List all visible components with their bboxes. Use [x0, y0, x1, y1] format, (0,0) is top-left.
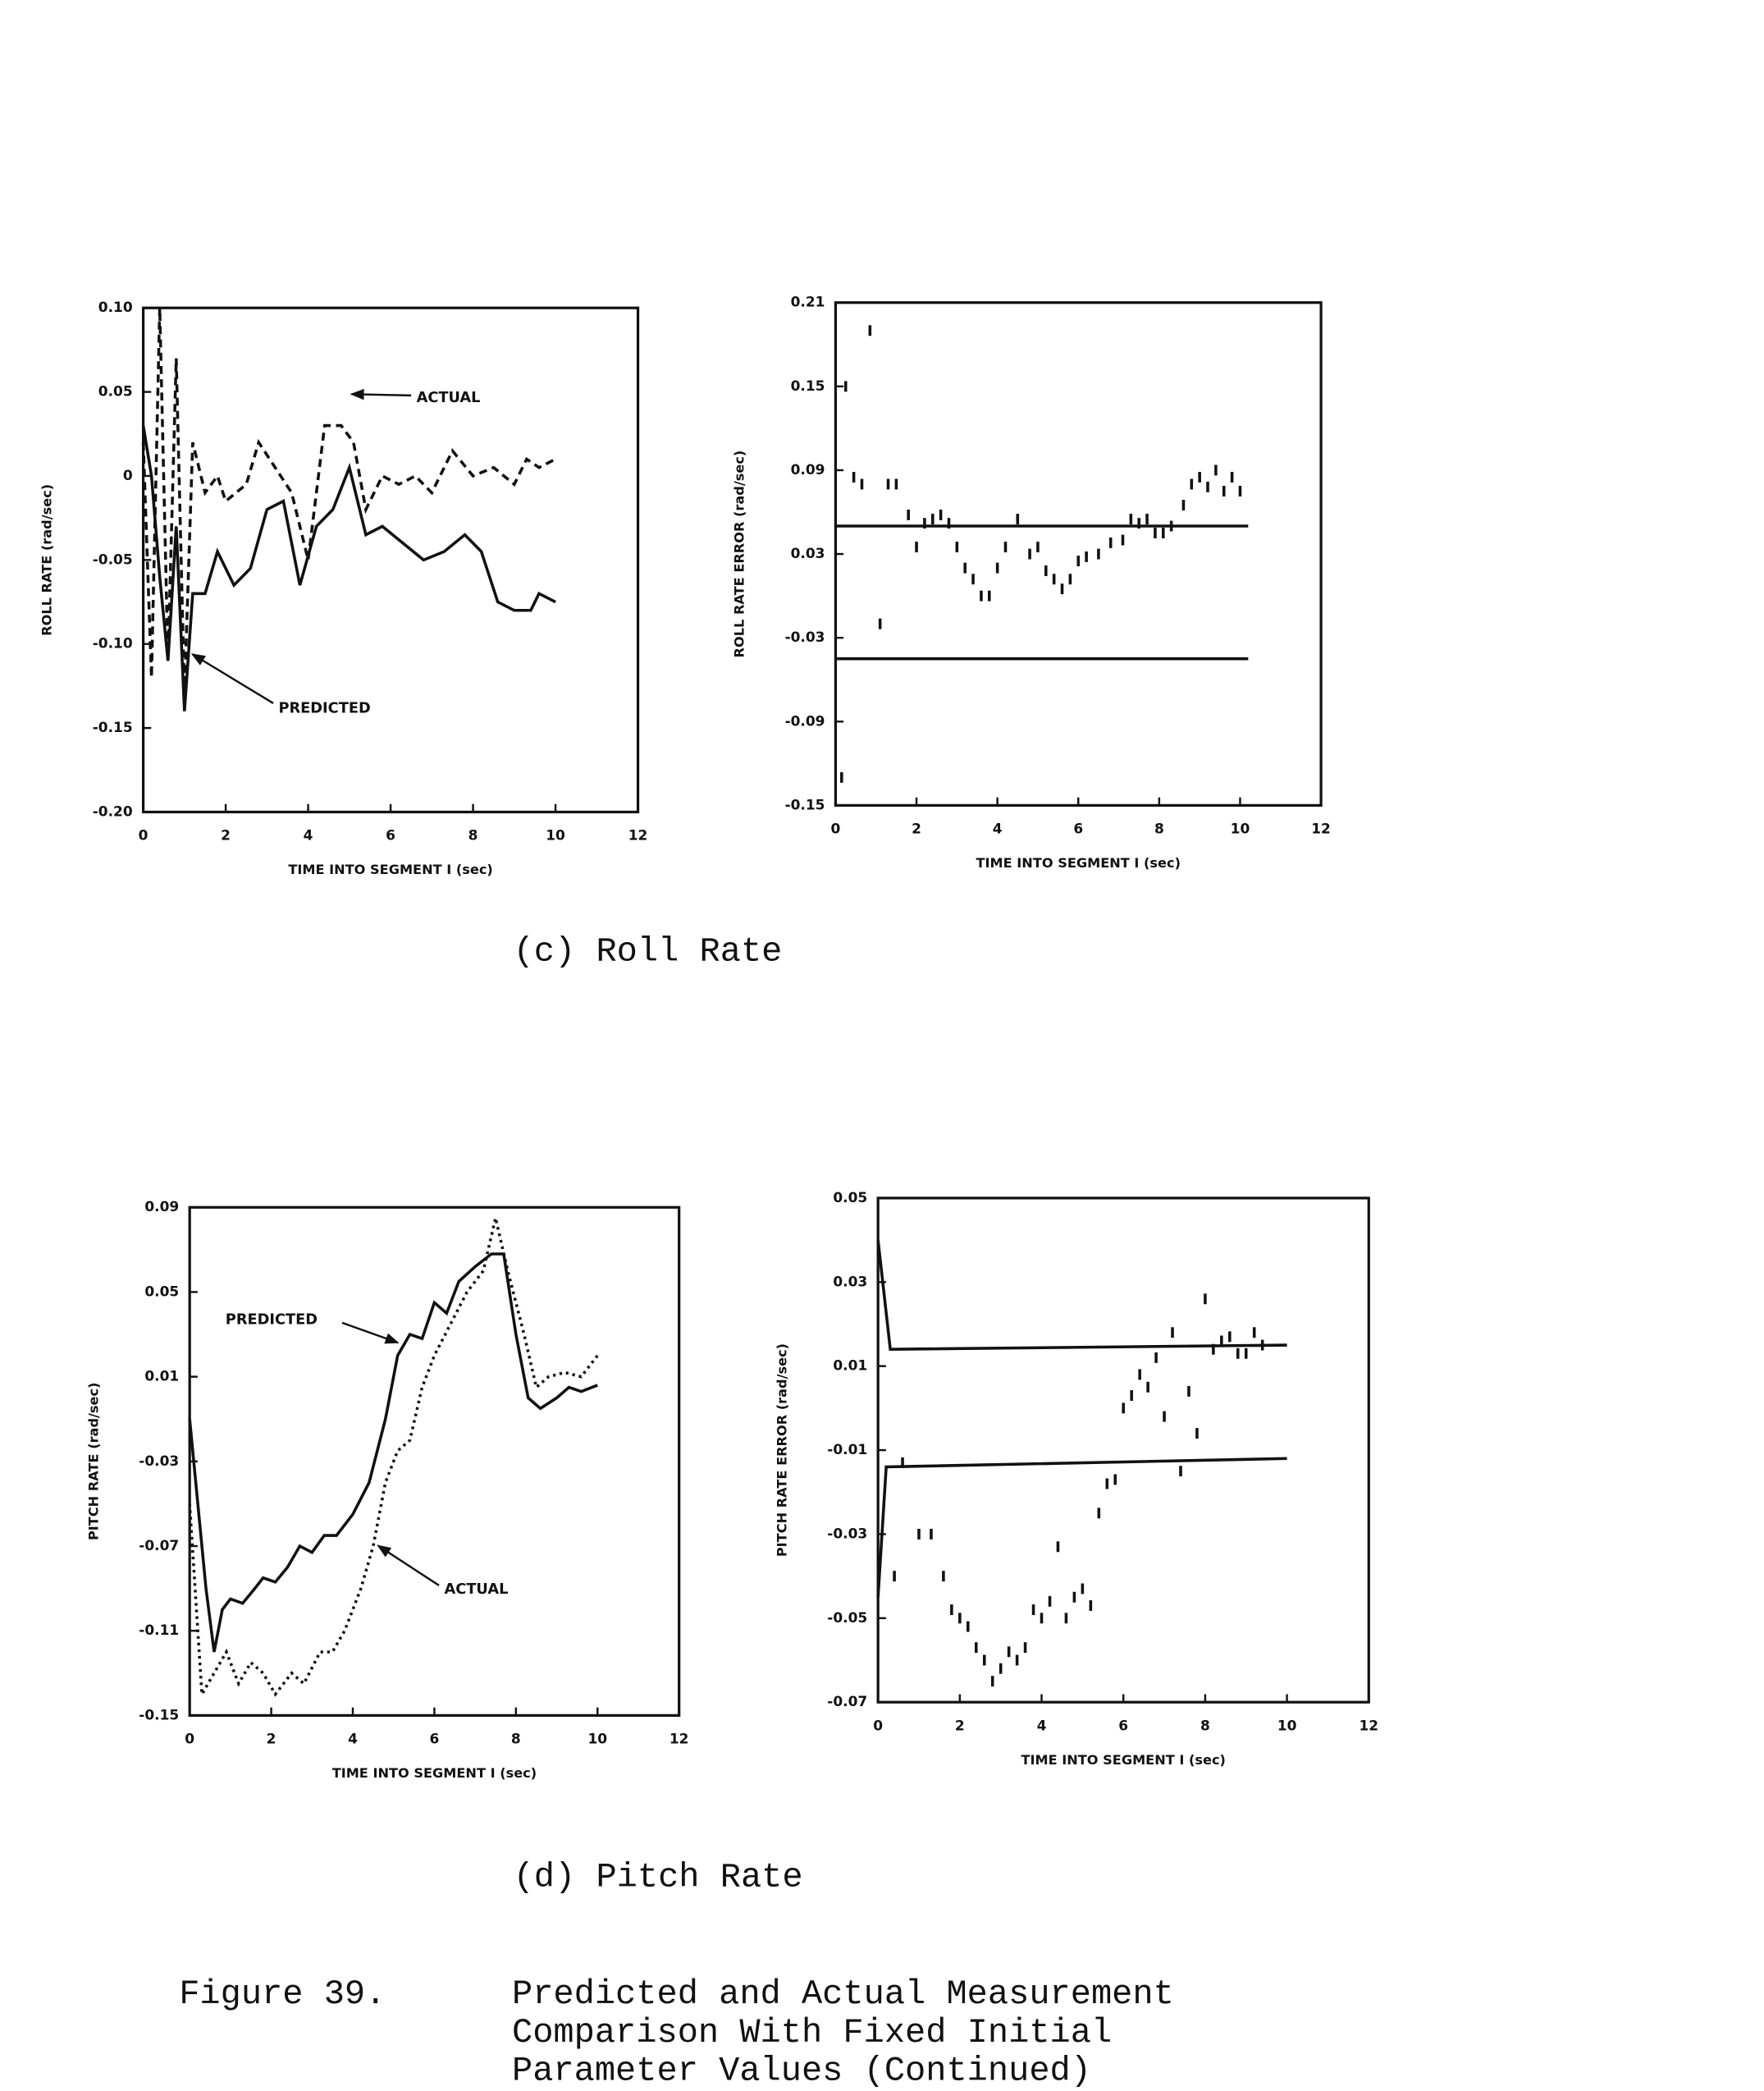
x-tick-label: 10: [587, 1731, 607, 1747]
x-axis-label: TIME INTO SEGMENT I (sec): [332, 1765, 537, 1781]
y-tick-label: 0.10: [98, 300, 133, 316]
chart: 0.05 0.03 0.01 -0.01 -0.03 -0.05 -0.07 0 2 4 6 8 10 1…: [774, 1190, 1378, 1768]
x-axis-label: TIME INTO SEGMENT I (sec): [976, 855, 1181, 871]
chart: 0.21 0.15 0.09 0.03 -0.03 -0.09 -0.15 0 2 4 6 8 10 12…: [732, 295, 1331, 871]
data-line: [188, 1217, 599, 1700]
y-tick-label: -0.15: [785, 797, 825, 813]
x-tick-label: 10: [1231, 821, 1250, 838]
x-axis-label: TIME INTO SEGMENT I (sec): [288, 862, 492, 877]
y-tick-label: 0.05: [144, 1283, 179, 1300]
y-tick-label: 0: [123, 468, 133, 484]
chart: 0.10 0.05 0 -0.05 -0.10 -0.15 -0.20 0 2 4 6 8 10 12 TI…: [39, 300, 648, 877]
y-tick-label: -0.15: [93, 720, 133, 736]
caption: (d) Pitch Rate: [514, 1858, 803, 1897]
x-tick-label: 2: [912, 821, 921, 838]
series-annotation: PREDICTED: [226, 1311, 318, 1329]
y-tick-label: 0.01: [833, 1358, 867, 1375]
data-line: [141, 425, 556, 711]
plot-frame: [876, 1196, 1370, 1704]
x-tick-label: 2: [955, 1718, 965, 1734]
x-tick-label: 6: [386, 828, 395, 844]
x-tick-label: 8: [1154, 821, 1164, 838]
x-tick-label: 4: [348, 1731, 358, 1747]
plot-frame: [188, 1206, 681, 1717]
y-tick-label: -0.05: [93, 551, 133, 568]
x-tick-label: 12: [669, 1731, 689, 1747]
y-tick-label: 0.09: [791, 462, 825, 478]
y-tick-label: -0.11: [139, 1622, 179, 1639]
y-tick-label: 0.05: [833, 1190, 867, 1206]
figure-caption-line: Predicted and Actual Measurement: [512, 1974, 1174, 2014]
y-axis-label: PITCH RATE (rad/sec): [85, 1383, 101, 1541]
y-tick-label: 0.03: [833, 1274, 867, 1290]
x-tick-label: 2: [221, 828, 231, 844]
figure-caption-line: Parameter Values (Continued): [512, 2052, 1091, 2091]
x-tick-label: 8: [468, 828, 478, 844]
x-tick-label: 4: [304, 828, 313, 844]
x-tick-label: 0: [831, 821, 841, 838]
caption: (c) Roll Rate: [514, 931, 783, 971]
x-tick-label: 6: [1073, 821, 1083, 838]
x-tick-label: 6: [430, 1731, 440, 1747]
data-line: [141, 308, 556, 695]
x-tick-label: 10: [1277, 1718, 1297, 1734]
y-tick-label: 0.03: [791, 546, 825, 562]
x-tick-label: 12: [1311, 821, 1331, 838]
x-tick-label: 0: [185, 1731, 194, 1747]
error-bound: [876, 1239, 1287, 1351]
y-tick-label: -0.09: [785, 713, 825, 730]
annotation-arrow: [190, 653, 274, 704]
y-axis-label: ROLL RATE (rad/sec): [39, 484, 55, 636]
y-tick-label: 0.21: [791, 295, 825, 311]
y-tick-label: 0.01: [144, 1369, 179, 1385]
x-tick-label: 0: [873, 1718, 883, 1734]
x-tick-label: 4: [1037, 1718, 1047, 1734]
plot-frame: [834, 301, 1323, 808]
chart: 0.09 0.05 0.01 -0.03 -0.07 -0.11 -0.15 0 2 4 6 8 10 1…: [85, 1199, 688, 1781]
x-tick-label: 6: [1118, 1718, 1128, 1734]
x-tick-label: 0: [139, 828, 149, 844]
y-tick-label: -0.07: [827, 1694, 867, 1710]
x-tick-label: 12: [1359, 1718, 1378, 1734]
data-line: [188, 1252, 598, 1653]
x-tick-label: 2: [267, 1731, 276, 1747]
error-bound: [876, 1457, 1287, 1598]
x-tick-label: 8: [511, 1731, 521, 1747]
y-tick-label: -0.10: [93, 636, 133, 652]
y-tick-label: -0.01: [827, 1442, 867, 1458]
figure-caption-line: Comparison With Fixed Initial: [512, 2013, 1112, 2052]
annotation-arrow: [341, 1321, 400, 1344]
series-annotation: PREDICTED: [278, 699, 370, 716]
figure-label: Figure 39.: [179, 1974, 386, 2014]
plot-frame: [141, 306, 640, 814]
x-tick-label: 4: [993, 821, 1003, 838]
series-annotation: ACTUAL: [417, 389, 481, 406]
annotation-arrow: [377, 1544, 440, 1586]
x-axis-label: TIME INTO SEGMENT I (sec): [1021, 1752, 1225, 1768]
y-axis-label: PITCH RATE ERROR (rad/sec): [774, 1343, 789, 1557]
x-tick-label: 10: [546, 828, 565, 844]
y-axis-label: ROLL RATE ERROR (rad/sec): [732, 451, 747, 658]
x-tick-label: 8: [1200, 1718, 1210, 1734]
y-tick-label: 0.15: [791, 378, 825, 395]
y-tick-label: -0.03: [785, 629, 825, 646]
y-tick-label: -0.15: [139, 1707, 179, 1723]
y-tick-label: 0.05: [98, 384, 133, 400]
series-annotation: ACTUAL: [445, 1581, 509, 1598]
y-tick-label: -0.03: [827, 1526, 867, 1542]
annotation-arrow: [350, 388, 412, 400]
y-tick-label: -0.07: [139, 1538, 179, 1554]
y-tick-label: -0.03: [139, 1453, 179, 1470]
x-tick-label: 12: [628, 828, 648, 844]
y-tick-label: -0.05: [827, 1610, 867, 1627]
y-tick-label: 0.09: [144, 1199, 179, 1215]
y-tick-label: -0.20: [93, 803, 133, 820]
